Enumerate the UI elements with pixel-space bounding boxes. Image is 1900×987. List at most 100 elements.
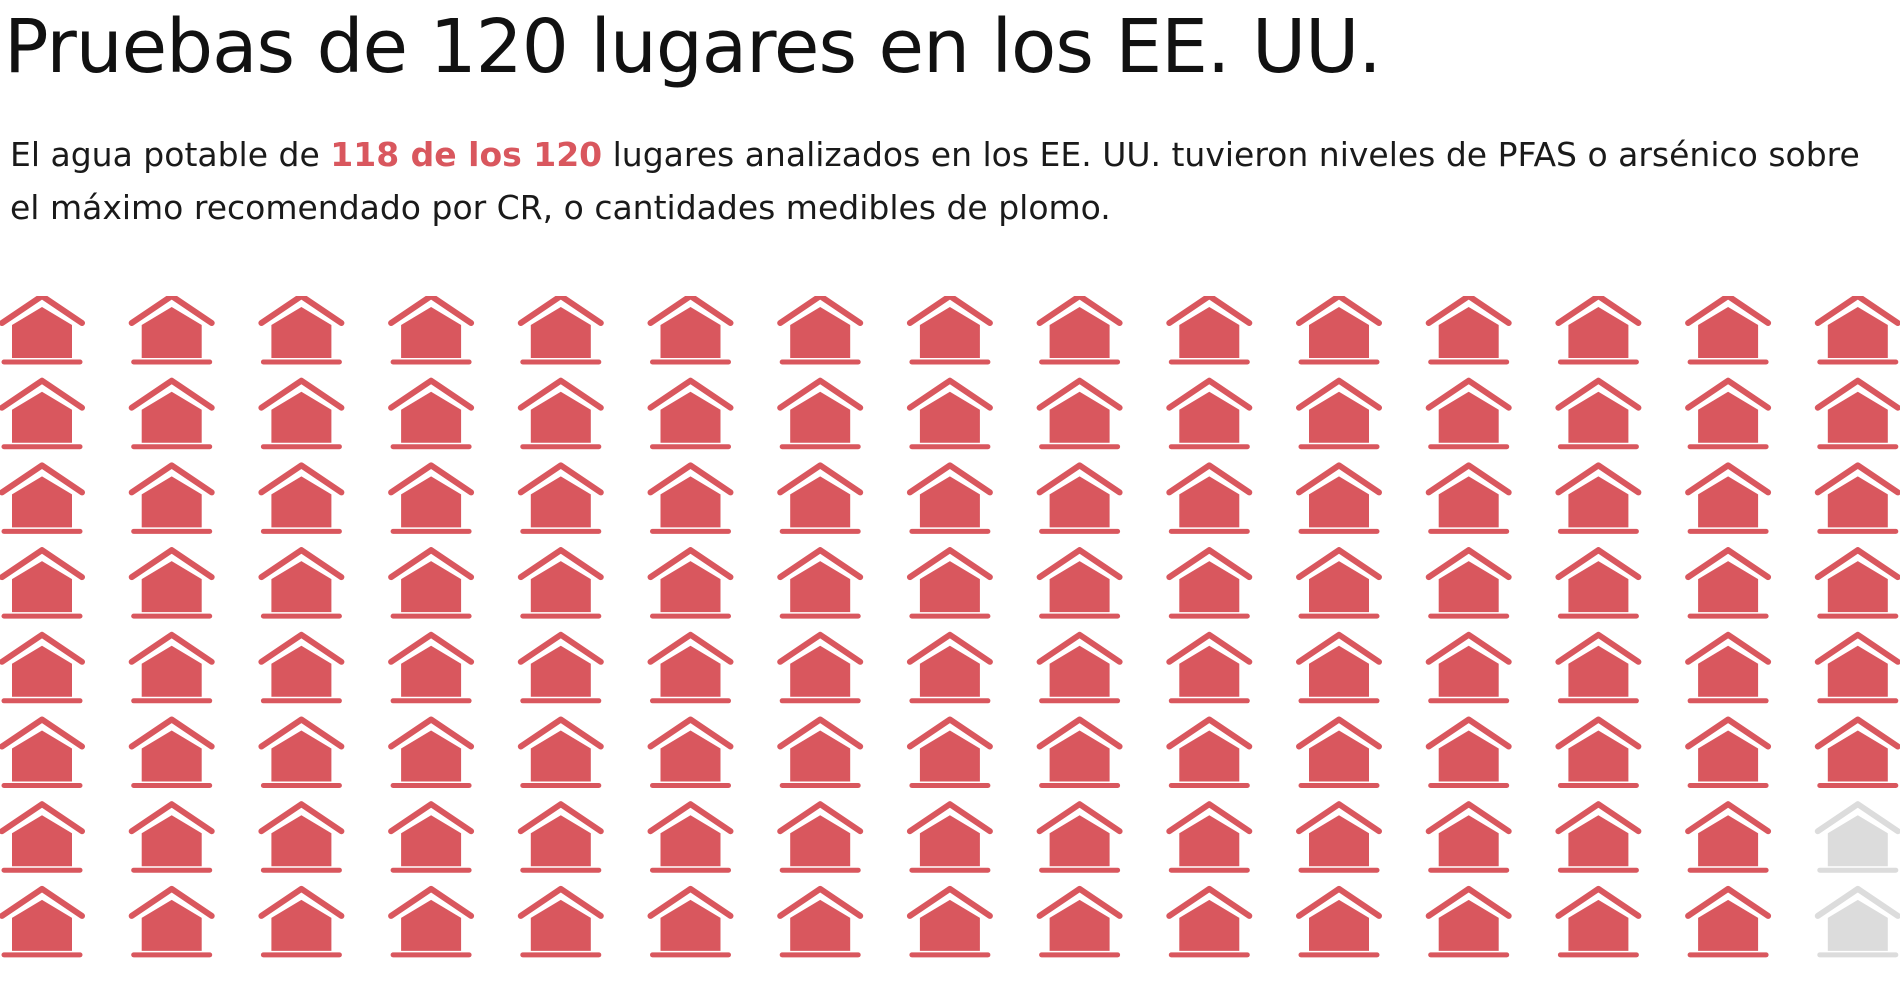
house-icon-exceeded <box>1425 631 1512 704</box>
house-icon-exceeded <box>906 547 993 619</box>
house-icon-exceeded <box>777 716 864 788</box>
house-icon-exceeded <box>1425 801 1512 873</box>
house-icon-exceeded <box>1425 716 1512 788</box>
chart-subtitle: El agua potable de 118 de los 120 lugare… <box>10 128 1890 234</box>
house-icon-exceeded <box>647 296 734 365</box>
house-grid-svg <box>0 296 1900 958</box>
house-icon-exceeded <box>1296 716 1382 788</box>
house-icon-exceeded <box>388 716 475 788</box>
house-icon-exceeded <box>1685 377 1772 450</box>
house-icon-exceeded <box>258 716 345 788</box>
house-icon-exceeded <box>906 716 993 788</box>
house-icon-exceeded <box>1555 801 1642 873</box>
house-icon-exceeded <box>1036 296 1123 365</box>
house-icon-exceeded <box>258 547 345 619</box>
subtitle-text-before: El agua potable de <box>10 135 331 174</box>
house-icon-exceeded <box>1555 885 1642 958</box>
house-icon-exceeded <box>517 377 604 450</box>
house-icon-exceeded <box>906 631 993 704</box>
house-icon-exceeded <box>1166 885 1253 958</box>
house-icon-exceeded <box>0 377 85 450</box>
house-icon-exceeded <box>1296 296 1382 365</box>
house-icon-exceeded <box>0 547 85 619</box>
house-icon-exceeded <box>1685 716 1772 788</box>
house-icon-exceeded <box>647 801 734 873</box>
house-icon-exceeded <box>777 547 864 619</box>
house-icon-exceeded <box>1685 547 1772 619</box>
house-icon-exceeded <box>128 296 215 365</box>
house-icon-exceeded <box>0 462 85 534</box>
house-icon-exceeded <box>388 296 475 365</box>
house-icon-exceeded <box>1036 885 1123 958</box>
house-icon-exceeded <box>777 377 864 450</box>
house-icon-exceeded <box>1685 885 1772 958</box>
house-icon-exceeded <box>517 462 604 534</box>
house-icon-exceeded <box>517 631 604 704</box>
house-icon-exceeded <box>1166 547 1253 619</box>
house-icon-exceeded <box>1555 377 1642 450</box>
house-icon-exceeded <box>1814 377 1900 450</box>
house-icon-exceeded <box>258 462 345 534</box>
house-icon-exceeded <box>1814 716 1900 788</box>
house-icon-exceeded <box>388 801 475 873</box>
house-icon-exceeded <box>647 885 734 958</box>
house-icon-exceeded <box>517 716 604 788</box>
house-icon-exceeded <box>258 885 345 958</box>
house-icon-exceeded <box>517 885 604 958</box>
house-icon-exceeded <box>1555 716 1642 788</box>
house-icon-exceeded <box>1166 377 1253 450</box>
house-icon-exceeded <box>1296 547 1382 619</box>
house-icon-exceeded <box>1036 547 1123 619</box>
house-icon-exceeded <box>647 377 734 450</box>
subtitle-text-after: lugares analizados en los EE. UU. tuvier… <box>10 135 1860 227</box>
house-icon-exceeded <box>1685 631 1772 704</box>
house-icon-exceeded <box>1296 631 1382 704</box>
house-icon-exceeded <box>647 716 734 788</box>
house-icon-exceeded <box>1036 462 1123 534</box>
house-icon-exceeded <box>647 547 734 619</box>
house-icon-exceeded <box>906 462 993 534</box>
house-icon-exceeded <box>1814 296 1900 365</box>
house-icon-exceeded <box>906 885 993 958</box>
house-icon-exceeded <box>1036 716 1123 788</box>
house-icon-exceeded <box>258 377 345 450</box>
house-icon-exceeded <box>1685 462 1772 534</box>
house-icon-exceeded <box>906 801 993 873</box>
house-icon-exceeded <box>1166 801 1253 873</box>
house-icon-exceeded <box>128 547 215 619</box>
house-icon-exceeded <box>388 547 475 619</box>
house-icon-exceeded <box>1555 547 1642 619</box>
house-icon-exceeded <box>1555 631 1642 704</box>
house-icon-exceeded <box>1036 377 1123 450</box>
house-icon-exceeded <box>0 885 85 958</box>
house-icon-exceeded <box>1425 377 1512 450</box>
house-icon-exceeded <box>1166 296 1253 365</box>
house-icon-exceeded <box>0 801 85 873</box>
house-icon-exceeded <box>128 631 215 704</box>
house-icon-exceeded <box>1296 462 1382 534</box>
house-icon-exceeded <box>777 885 864 958</box>
house-icon-exceeded <box>1296 377 1382 450</box>
house-icon-exceeded <box>388 885 475 958</box>
house-icon-exceeded <box>0 296 85 365</box>
house-icon-exceeded <box>258 801 345 873</box>
house-icon-exceeded <box>517 801 604 873</box>
house-icon-exceeded <box>1166 716 1253 788</box>
subtitle-highlight: 118 de los 120 <box>330 135 603 174</box>
house-icon-exceeded <box>777 296 864 365</box>
house-icon-exceeded <box>128 377 215 450</box>
house-icon-exceeded <box>1425 462 1512 534</box>
house-icon-exceeded <box>388 377 475 450</box>
house-icon-exceeded <box>1555 462 1642 534</box>
house-icon-exceeded <box>1685 801 1772 873</box>
house-icon-not-exceeded <box>1814 801 1900 873</box>
house-icon-exceeded <box>1425 885 1512 958</box>
house-icon-exceeded <box>128 885 215 958</box>
house-icon-exceeded <box>1036 631 1123 704</box>
house-icon-exceeded <box>1814 547 1900 619</box>
house-icon-exceeded <box>906 377 993 450</box>
house-icon-exceeded <box>1166 631 1253 704</box>
house-icon-exceeded <box>0 716 85 788</box>
house-icon-exceeded <box>906 296 993 365</box>
house-icon-exceeded <box>777 462 864 534</box>
